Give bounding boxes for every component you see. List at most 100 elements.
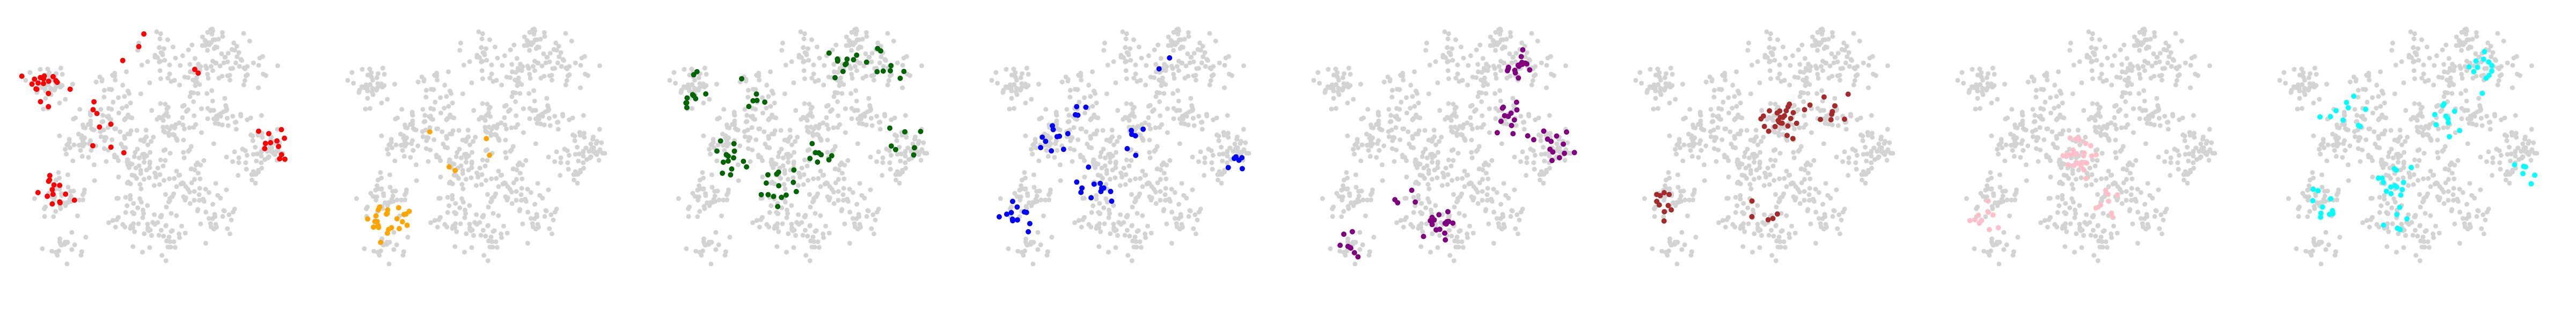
background-point [1030,151,1035,157]
background-point [1826,76,1832,80]
background-point [1730,222,1736,227]
highlight-point [776,183,782,189]
background-point [462,207,467,213]
background-point [1834,155,1839,160]
background-point [2148,76,2154,80]
background-point [1648,67,1653,72]
background-point [1455,71,1460,77]
background-point [1044,148,1049,153]
background-point [1808,221,1813,226]
background-point [1408,222,1414,227]
highlight-point [753,91,759,97]
background-point [1189,54,1194,60]
background-point [2168,50,2174,55]
background-point [1163,176,1169,181]
background-point [210,98,215,104]
background-point [2124,189,2129,194]
highlight-point [1785,123,1791,129]
background-point [2025,143,2031,149]
background-point [553,40,559,46]
background-point [492,194,497,199]
background-point [907,73,912,78]
background-point [2111,223,2116,229]
background-point [1480,189,1485,194]
background-point [602,151,608,156]
background-point [2066,175,2071,181]
background-point [514,177,519,182]
background-point [1023,186,1028,192]
background-point [842,221,847,226]
background-point [1191,59,1196,64]
background-point [2066,128,2072,133]
background-point [1689,249,1694,254]
background-point [697,183,702,188]
background-point [1446,228,1452,233]
background-point [1114,150,1119,155]
background-point [1843,60,1848,65]
background-point [1192,212,1198,217]
background-point [1118,171,1124,176]
background-point [1811,158,1817,163]
background-point [1339,214,1344,219]
background-point [123,145,128,150]
background-point [64,200,69,205]
background-point [1711,94,1717,100]
background-point [869,50,875,56]
background-point [2036,135,2041,141]
background-point [2025,79,2031,85]
background-point [1450,57,1455,63]
background-point [1787,83,1792,87]
background-point [1198,149,1203,155]
background-point [499,231,504,237]
background-point [673,80,678,86]
background-point [2114,126,2119,131]
background-point [770,89,774,94]
background-point [123,116,128,121]
background-point [155,55,160,60]
background-point [2033,87,2039,93]
background-point [789,222,794,226]
highlight-point [1520,47,1526,53]
background-point [420,129,425,134]
background-point [2124,113,2129,119]
background-point [354,196,359,201]
background-point [224,115,230,121]
background-point [391,247,397,252]
background-point [903,113,908,118]
background-point [58,65,63,71]
background-point [824,104,829,109]
background-point [1716,106,1721,111]
background-point [2138,76,2143,81]
background-point [1022,170,1027,175]
background-point [1690,192,1695,197]
background-point [1834,115,1840,121]
background-point [854,202,860,207]
background-point [869,123,875,128]
background-point [471,139,476,144]
highlight-point [1666,192,1672,197]
background-point [222,208,227,214]
background-point [1070,135,1075,141]
background-point [1360,197,1366,203]
background-point [2119,69,2125,75]
background-point [1021,253,1026,258]
background-point [1241,63,1246,68]
background-point [676,196,681,201]
background-point [874,209,880,215]
background-point [2059,131,2065,137]
background-point [1990,241,1995,246]
background-point [2077,222,2082,226]
background-point [1229,73,1234,78]
background-point [1146,115,1151,120]
background-point [172,78,177,83]
background-point [525,187,530,192]
background-point [1090,69,1095,75]
background-point [1661,214,1666,219]
background-point [1358,158,1364,164]
background-point [70,158,76,164]
background-point [1979,70,1984,75]
background-point [700,248,705,254]
background-point [719,213,724,218]
highlight-point [902,129,908,135]
background-point [1352,151,1357,157]
